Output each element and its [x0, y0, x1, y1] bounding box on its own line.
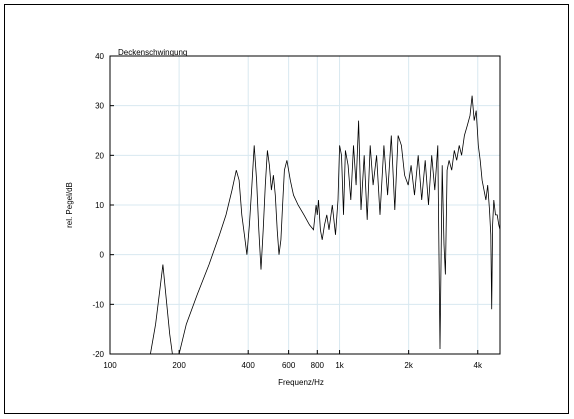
x-tick-label: 600	[282, 361, 296, 370]
chart-title: Deckenschwingung	[118, 48, 187, 57]
y-tick-label: 40	[95, 52, 104, 61]
y-tick-label: -20	[92, 350, 104, 359]
y-tick-label: 30	[95, 102, 104, 111]
series-line	[150, 95, 501, 355]
x-tick-label: 200	[172, 361, 186, 370]
x-axis-label: Frequenz/Hz	[278, 378, 324, 387]
chart-frame	[4, 4, 569, 414]
y-tick-label: -10	[92, 300, 104, 309]
x-tick-label: 800	[311, 361, 325, 370]
tick-labels: 100 200 400 600 800 1k 2k 4k -20 -10 0 10 20 30 40	[92, 52, 483, 370]
x-tick-label: 1k	[335, 361, 344, 370]
y-tick-label: 20	[95, 151, 104, 160]
x-tick-label: 100	[103, 361, 117, 370]
y-tick-label: 10	[95, 201, 104, 210]
x-tick-label: 400	[242, 361, 256, 370]
y-axis-label: rel. Pegel/dB	[65, 182, 74, 228]
x-tick-label: 2k	[404, 361, 413, 370]
x-tick-label: 4k	[474, 361, 483, 370]
y-tick-label: 0	[100, 251, 105, 260]
